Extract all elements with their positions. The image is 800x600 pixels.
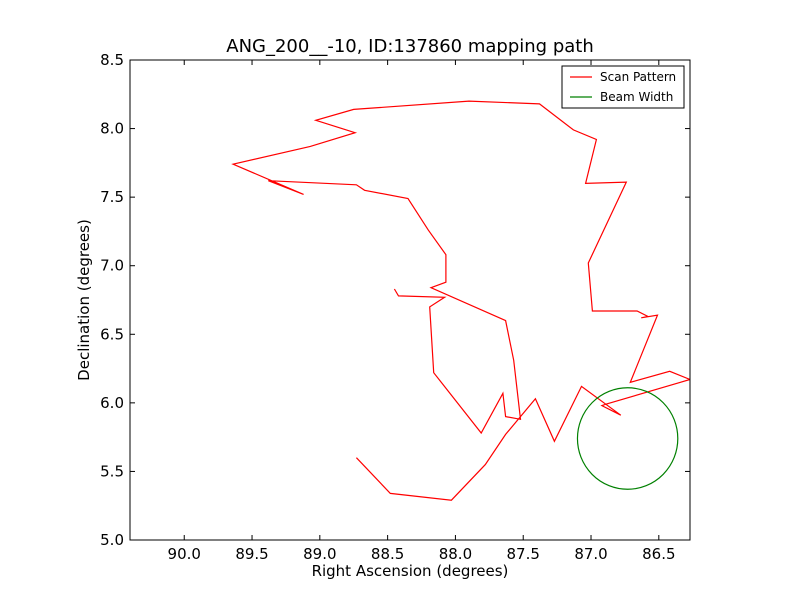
y-tick-label: 8.5 (100, 51, 124, 69)
chart-title: ANG_200__-10, ID:137860 mapping path (226, 36, 594, 57)
series-circle-beam-width (576, 387, 679, 490)
legend-label-scan-pattern: Scan Pattern (600, 70, 676, 84)
x-tick-label: 89.0 (303, 545, 336, 563)
x-tick-label: 90.0 (168, 545, 201, 563)
x-tick-label: 89.5 (235, 545, 268, 563)
legend-label-beam-width: Beam Width (600, 90, 673, 104)
y-tick-label: 6.0 (100, 394, 124, 412)
plot-frame (129, 59, 691, 541)
plot-area (231, 100, 690, 501)
y-tick-label: 5.0 (100, 531, 124, 549)
y-axis-label: Declination (degrees) (75, 219, 93, 381)
axis-ticks: 90.0 89.5 89.0 88.5 88.0 87.5 87.0 86.5 5.0 5.5 6.… (100, 51, 690, 563)
y-tick-label: 7.5 (100, 188, 124, 206)
x-tick-label: 88.0 (439, 545, 472, 563)
x-tick-label: 88.5 (371, 545, 404, 563)
x-tick-label: 87.0 (574, 545, 607, 563)
series-line-scan-pattern (231, 100, 690, 501)
y-tick-label: 8.0 (100, 120, 124, 138)
x-tick-label: 86.5 (642, 545, 675, 563)
legend-box (561, 65, 685, 109)
y-tick-label: 7.0 (100, 257, 124, 275)
y-tick-label: 5.5 (100, 462, 124, 480)
x-axis-label: Right Ascension (degrees) (312, 562, 509, 580)
x-tick-label: 87.5 (507, 545, 540, 563)
legend: Scan Pattern Beam Width (561, 65, 685, 109)
y-tick-label: 6.5 (100, 325, 124, 343)
